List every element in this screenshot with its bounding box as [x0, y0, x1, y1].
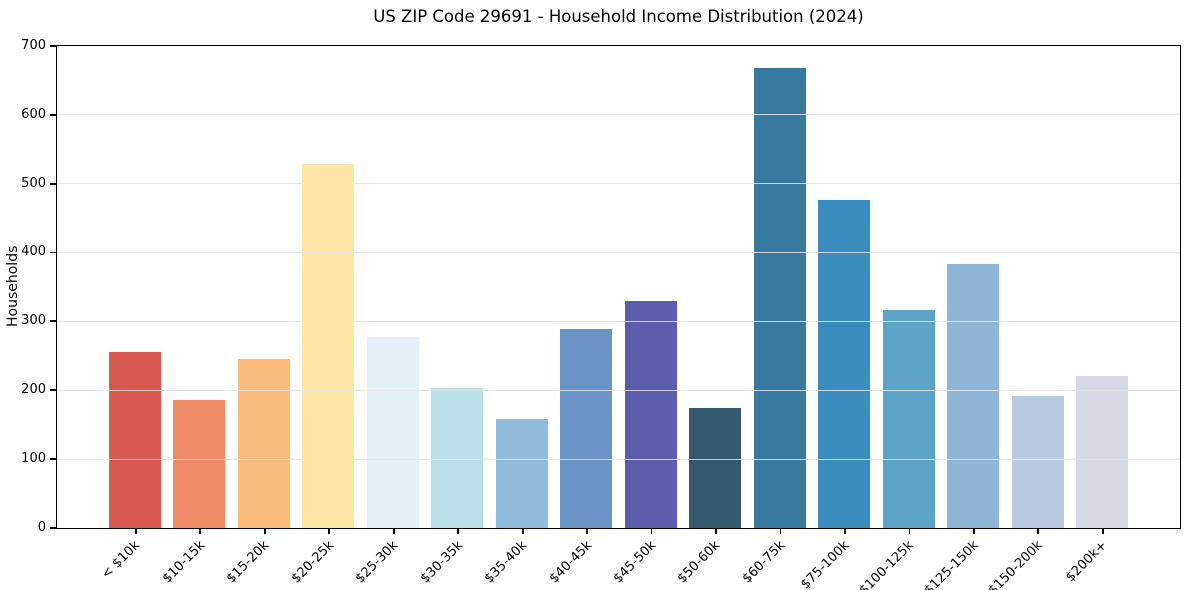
- y-tick-mark: [50, 527, 56, 529]
- x-tick-label: $35-40k: [481, 538, 531, 587]
- bar: [624, 301, 677, 528]
- gridline: [57, 114, 1180, 116]
- y-tick-label: 300: [21, 313, 46, 329]
- x-tick-label: $125-150k: [921, 538, 982, 590]
- bar: [302, 164, 355, 528]
- y-tick-mark: [50, 182, 56, 185]
- x-tick-label: $30-35k: [417, 538, 466, 587]
- x-tick-label: $200k+: [1063, 538, 1111, 586]
- x-tick-label: $20-25k: [288, 538, 337, 587]
- x-tick-mark: [844, 528, 846, 534]
- x-tick-mark: [715, 528, 717, 534]
- x-tick-mark: [392, 528, 395, 534]
- y-tick-label: 400: [21, 244, 46, 260]
- y-tick-mark: [50, 320, 56, 323]
- bar: [431, 388, 484, 528]
- x-tick-mark: [586, 528, 588, 534]
- x-tick-label: $75-100k: [798, 538, 853, 590]
- bar: [173, 399, 226, 528]
- x-tick-mark: [521, 528, 524, 534]
- x-tick-mark: [779, 528, 782, 534]
- x-tick-label: $60-75k: [739, 538, 789, 587]
- y-tick-mark: [50, 45, 56, 47]
- y-tick-mark: [50, 389, 56, 392]
- plot-area: [56, 45, 1181, 529]
- gridline: [57, 252, 1180, 254]
- y-tick-label: 600: [21, 106, 46, 122]
- x-tick-label: $150-200k: [985, 538, 1046, 590]
- x-tick-label: $25-30k: [352, 538, 402, 587]
- x-tick-mark: [973, 528, 975, 534]
- gridline: [57, 183, 1180, 185]
- y-axis-label: Households: [5, 245, 21, 327]
- x-tick-label: $10-15k: [159, 538, 208, 587]
- gridline: [57, 458, 1180, 460]
- y-tick-label: 200: [21, 382, 46, 398]
- bar: [689, 408, 742, 528]
- x-tick-label: $15-20k: [223, 538, 273, 587]
- y-tick-mark: [50, 458, 56, 460]
- bar: [818, 199, 871, 528]
- y-tick-mark: [50, 113, 56, 116]
- x-tick-mark: [328, 528, 331, 534]
- y-tick-label: 100: [21, 451, 46, 467]
- bar: [560, 329, 613, 528]
- gridline: [57, 389, 1180, 391]
- chart-title: US ZIP Code 29691 - Household Income Dis…: [373, 7, 864, 26]
- bar: [1076, 375, 1129, 528]
- x-tick-label: $100-125k: [856, 538, 918, 590]
- bar: [366, 336, 419, 528]
- x-tick-mark: [908, 528, 911, 534]
- x-tick-mark: [1101, 528, 1104, 534]
- y-tick-mark: [50, 251, 56, 254]
- x-tick-mark: [457, 528, 460, 534]
- x-tick-label: < $10k: [99, 538, 144, 583]
- gridline: [57, 320, 1180, 322]
- bar: [1011, 395, 1064, 528]
- bar: [495, 419, 548, 528]
- bar: [882, 309, 935, 528]
- x-tick-mark: [134, 528, 137, 534]
- x-tick-label: $45-50k: [610, 538, 660, 587]
- bar: [109, 352, 161, 528]
- bar: [753, 68, 806, 528]
- x-tick-mark: [199, 528, 202, 534]
- x-tick-mark: [263, 528, 266, 534]
- x-tick-mark: [1037, 528, 1040, 534]
- x-tick-label: $50-60k: [675, 538, 724, 587]
- y-tick-label: 700: [21, 37, 46, 53]
- y-tick-label: 0: [37, 519, 46, 535]
- x-tick-label: $40-45k: [546, 538, 595, 587]
- bar: [237, 358, 290, 528]
- x-tick-mark: [650, 528, 653, 534]
- bar: [947, 263, 1000, 528]
- y-tick-label: 500: [21, 175, 46, 191]
